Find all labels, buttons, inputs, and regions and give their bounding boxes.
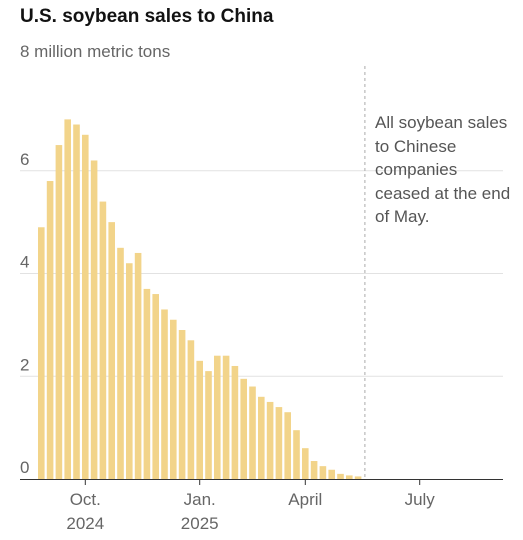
bar: [293, 430, 300, 479]
bars: [38, 119, 362, 479]
bar: [196, 360, 203, 479]
bar: [275, 407, 283, 479]
bar: [328, 469, 335, 479]
bar: [231, 365, 239, 479]
bar: [55, 145, 63, 479]
bar: [249, 386, 256, 479]
bar: [240, 378, 247, 479]
bar: [38, 227, 45, 479]
chart-subtitle: 8 million metric tons: [20, 42, 171, 61]
bar: [134, 252, 142, 479]
x-tick-label: April: [288, 490, 322, 509]
bar: [152, 294, 159, 479]
bar: [46, 181, 54, 479]
bar: [354, 476, 362, 479]
bar: [284, 412, 291, 479]
chart-title: U.S. soybean sales to China: [20, 6, 274, 27]
bar: [222, 355, 230, 479]
bar: [310, 461, 318, 479]
bar: [117, 247, 124, 479]
bar: [143, 288, 151, 479]
bar: [258, 396, 265, 479]
bar: [205, 371, 212, 479]
y-tick-label: 0: [20, 458, 29, 477]
x-tick-label: Jan.: [184, 490, 216, 509]
bar: [337, 473, 344, 479]
bar: [346, 475, 353, 479]
bar: [82, 134, 89, 479]
y-tick-label: 2: [20, 355, 29, 374]
bar: [319, 466, 327, 479]
bar: [90, 160, 98, 479]
bar: [302, 448, 309, 479]
bar: [266, 401, 274, 479]
x-tick-label: Oct.: [70, 490, 101, 509]
bar: [126, 263, 133, 479]
bar: [214, 355, 221, 479]
bar: [178, 330, 186, 479]
bar: [73, 124, 80, 479]
x-tick-label: July: [405, 490, 436, 509]
axes: 0 2 4 6 Oct. 2024 Jan. 2025 April July: [20, 150, 503, 533]
bar: [161, 309, 168, 479]
annotation-text: All soybean sales to Chinese companies c…: [375, 113, 511, 226]
y-tick-label: 6: [20, 150, 29, 169]
x-tick-year-label: 2024: [66, 514, 104, 533]
bar: [108, 222, 115, 479]
bar: [170, 319, 177, 479]
bar: [99, 201, 107, 479]
bar: [187, 340, 195, 479]
x-tick-year-label: 2025: [181, 514, 219, 533]
bar: [64, 119, 71, 479]
y-tick-label: 4: [20, 253, 29, 272]
